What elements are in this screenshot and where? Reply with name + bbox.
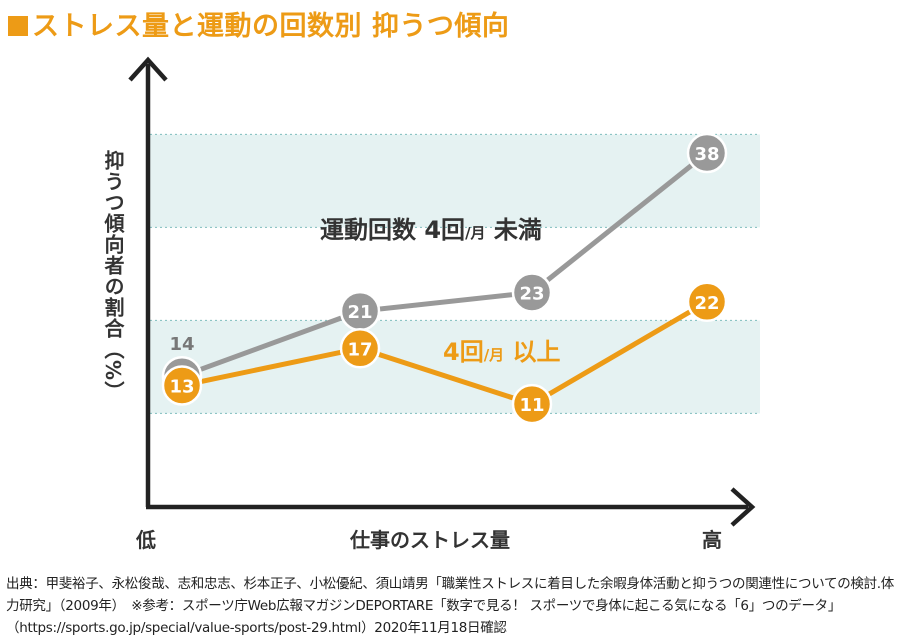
- series-line-1: [181, 299, 709, 407]
- orange-value-label-2: 11: [519, 395, 544, 416]
- band-0: [150, 134, 760, 228]
- band-1: [150, 320, 760, 414]
- orange-point-2: [511, 383, 553, 425]
- y-axis-arrow: [128, 56, 168, 82]
- source-citation: 出典：甲斐裕子、永松俊哉、志和忠志、杉本正子、小松優紀、須山靖男「職業性ストレス…: [6, 576, 894, 636]
- series-label-gray: 運動回数 4回/月 未満: [320, 216, 542, 244]
- chart-title-text: ストレス量と運動の回数別 抑うつ傾向: [32, 11, 510, 42]
- y-axis-label: 抑うつ傾向者の割合（%）: [101, 150, 125, 403]
- x-axis-low-label: 低: [136, 528, 156, 552]
- x-axis-arrow: [730, 487, 756, 527]
- gray-point-2: [511, 272, 553, 313]
- series-line-0: [181, 151, 709, 379]
- chart-title: ストレス量と運動の回数別 抑うつ傾向: [8, 4, 509, 43]
- gray-point-3: [686, 132, 728, 174]
- orange-point-3: [686, 281, 728, 323]
- orange-point-0: [161, 365, 203, 406]
- x-axis-label: 仕事のストレス量: [350, 528, 510, 552]
- orange-value-label-3: 22: [694, 293, 719, 314]
- x-axis-high-label: 高: [702, 528, 722, 552]
- gray-value-label-0: 14: [169, 334, 194, 355]
- gray-value-label-3: 38: [694, 144, 719, 165]
- line-chart: 14 13 17 11 22 21 23 38: [128, 56, 760, 527]
- orange-point-1: [339, 328, 381, 369]
- orange-value-label-0: 13: [169, 377, 194, 398]
- gray-value-label-1: 21: [347, 302, 372, 323]
- square-bullet-icon: [8, 16, 28, 36]
- orange-value-label-1: 17: [347, 339, 372, 360]
- gray-value-label-2: 23: [519, 284, 544, 305]
- series-label-orange: 4回/月 以上: [443, 338, 561, 366]
